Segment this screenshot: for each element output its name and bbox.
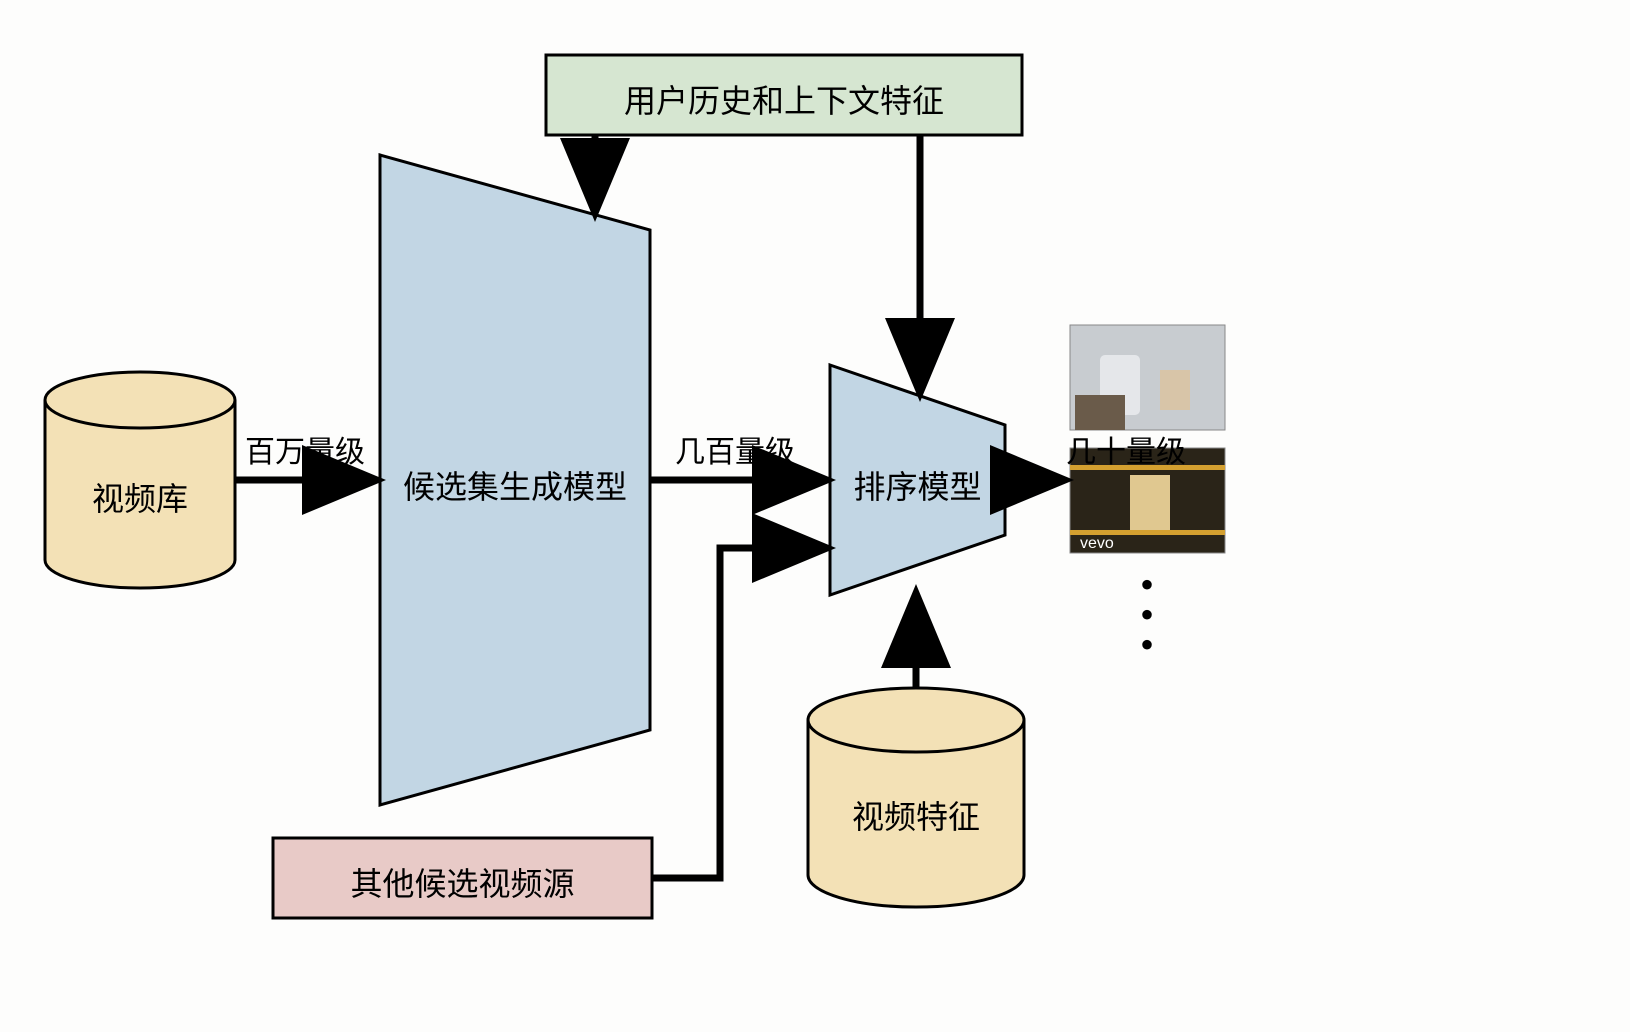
diagram-svg: vevo xyxy=(0,0,1630,1032)
label-edge-millions: 百万量级 xyxy=(242,427,368,471)
ellipsis-dots: ••• xyxy=(1140,570,1154,660)
diagram-canvas: vevo 用户历史和上下文特征 视频库 候选集生成模型 排序模型 其他候选视频源… xyxy=(0,0,1630,1032)
edge-other-sources-to-ranking xyxy=(652,548,822,878)
label-user-history: 用户历史和上下文特征 xyxy=(546,76,1022,122)
label-edge-tens: 几十量级 xyxy=(1063,427,1189,471)
svg-text:vevo: vevo xyxy=(1080,535,1114,552)
label-other-sources: 其他候选视频源 xyxy=(273,859,652,905)
label-edge-hundreds: 几百量级 xyxy=(672,427,798,471)
node-output-thumb1 xyxy=(1070,325,1225,430)
label-video-features: 视频特征 xyxy=(808,792,1024,838)
label-candidate-model: 候选集生成模型 xyxy=(380,462,650,508)
label-ranking-model: 排序模型 xyxy=(830,462,1005,508)
label-video-db: 视频库 xyxy=(45,474,235,520)
